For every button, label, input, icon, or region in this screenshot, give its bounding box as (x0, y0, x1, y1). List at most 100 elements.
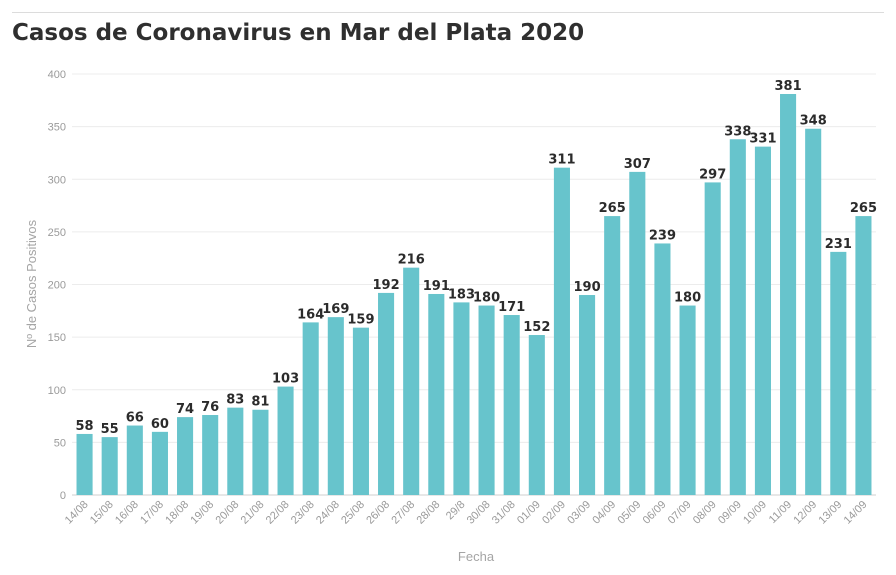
bar (277, 386, 294, 495)
x-tick-label: 25/08 (339, 499, 367, 527)
y-axis-title: Nº de Casos Positivos (24, 219, 39, 348)
bar (453, 302, 470, 495)
bar (654, 243, 671, 495)
bar-value-label: 180 (473, 291, 500, 306)
bar-value-label: 103 (272, 372, 299, 387)
bar (478, 305, 495, 495)
bar (553, 167, 570, 496)
bar-value-label: 183 (448, 287, 475, 302)
x-tick-label: 03/09 (565, 499, 593, 527)
bar-value-label: 192 (372, 278, 399, 293)
bar (780, 93, 797, 495)
y-tick-label: 150 (48, 332, 66, 344)
bar (252, 409, 269, 495)
x-tick-label: 20/08 (213, 499, 241, 527)
bar-value-label: 231 (825, 237, 852, 252)
bar-value-label: 191 (423, 279, 450, 294)
x-tick-label: 14/08 (63, 499, 91, 527)
bar (76, 433, 93, 495)
x-tick-label: 24/08 (314, 499, 342, 527)
bar (629, 171, 646, 495)
x-tick-label: 08/09 (691, 499, 719, 527)
x-tick-label: 21/08 (239, 499, 267, 527)
bar-value-label: 180 (674, 291, 701, 306)
bar (101, 437, 118, 495)
x-tick-label: 18/08 (163, 499, 191, 527)
x-tick-label: 15/08 (88, 499, 116, 527)
x-tick-label: 04/09 (590, 499, 618, 527)
bar-value-label: 265 (599, 201, 626, 216)
bar-value-label: 331 (749, 132, 776, 147)
y-tick-label: 300 (48, 174, 66, 186)
x-tick-label: 23/08 (289, 499, 317, 527)
x-tick-label: 17/08 (138, 499, 166, 527)
y-tick-label: 400 (48, 69, 66, 81)
bar (855, 216, 872, 495)
y-axis-ticks: 0 50 100 150 200 250 300 350 400 (48, 69, 66, 502)
bar (679, 305, 696, 495)
y-tick-label: 350 (48, 122, 66, 134)
bar (177, 417, 194, 495)
bar-value-label: 297 (699, 167, 726, 182)
bar-value-label: 216 (398, 253, 425, 268)
y-tick-label: 250 (48, 227, 66, 239)
bar-value-label: 58 (76, 419, 94, 434)
x-tick-label: 11/09 (767, 499, 794, 526)
bar (126, 425, 143, 495)
y-tick-label: 50 (54, 437, 66, 449)
bar-value-label: 265 (850, 201, 877, 216)
bar-value-label: 83 (226, 393, 244, 408)
x-tick-label: 01/09 (515, 499, 543, 527)
bar (327, 317, 344, 495)
bar-value-label: 74 (176, 402, 194, 417)
bar-value-label: 190 (573, 280, 600, 295)
bar-value-label: 307 (624, 157, 651, 172)
y-tick-label: 0 (60, 490, 66, 502)
x-tick-label: 02/09 (540, 499, 568, 527)
bar (403, 267, 420, 495)
bar (202, 415, 219, 495)
x-tick-label: 30/08 (465, 499, 493, 527)
top-divider (12, 12, 884, 13)
x-axis-ticks: 14/0815/0816/0817/0818/0819/0820/0821/08… (63, 499, 870, 527)
bar (227, 407, 244, 495)
bar (151, 431, 168, 495)
x-tick-label: 28/08 (414, 499, 442, 527)
x-tick-label: 14/09 (842, 499, 870, 527)
bar-value-label: 55 (101, 422, 119, 437)
bar-value-label: 164 (297, 307, 324, 322)
x-tick-label: 07/09 (666, 499, 694, 527)
bar-value-label: 171 (498, 300, 525, 315)
x-tick-label: 10/09 (741, 499, 769, 527)
bar (805, 128, 822, 496)
bar-value-label: 81 (251, 395, 269, 410)
x-tick-label: 16/08 (113, 499, 141, 527)
bar (503, 315, 520, 495)
bar (754, 146, 771, 495)
x-tick-label: 13/09 (816, 499, 844, 527)
bars (76, 93, 872, 496)
y-tick-label: 200 (48, 280, 66, 292)
bar (729, 139, 746, 495)
bar-value-label: 159 (347, 313, 374, 328)
bar-value-label: 152 (523, 320, 550, 335)
chart-title: Casos de Coronavirus en Mar del Plata 20… (12, 20, 585, 46)
bar (352, 327, 369, 495)
x-axis-title: Fecha (458, 549, 495, 564)
bar-value-label: 311 (548, 153, 575, 168)
bar (378, 292, 395, 495)
x-tick-label: 22/08 (264, 499, 292, 527)
bar-value-label: 338 (724, 124, 751, 139)
x-tick-label: 12/09 (791, 499, 819, 527)
bar-value-label: 348 (800, 114, 827, 129)
bar-value-label: 239 (649, 228, 676, 243)
bar-value-label: 169 (322, 302, 349, 317)
x-tick-label: 26/08 (364, 499, 392, 527)
bar-value-label: 60 (151, 417, 169, 432)
bar (830, 251, 847, 495)
x-tick-label: 05/09 (615, 499, 643, 527)
bar-value-label: 66 (126, 411, 144, 426)
bar (579, 295, 596, 495)
